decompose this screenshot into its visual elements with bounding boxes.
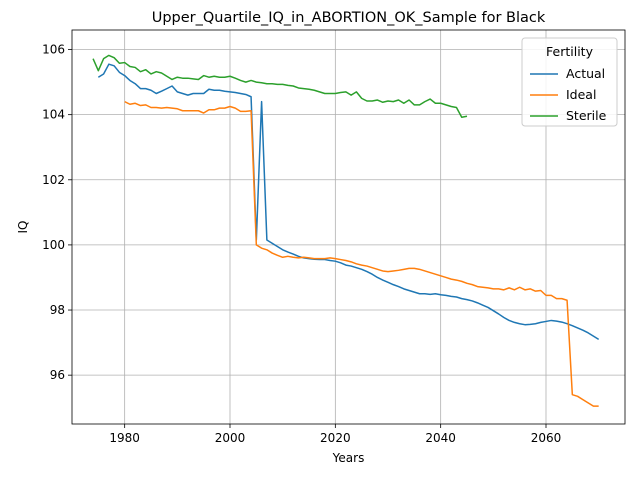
y-tick-label: 106 bbox=[42, 43, 65, 57]
legend-box bbox=[521, 37, 618, 127]
chart-title: Upper_Quartile_IQ_in_ABORTION_OK_Sample … bbox=[152, 10, 546, 26]
legend: Fertility Actual Ideal Sterile bbox=[521, 37, 618, 127]
y-tick-label: 96 bbox=[50, 368, 65, 382]
x-tick-label: 2020 bbox=[320, 431, 351, 445]
series-line-ideal bbox=[124, 100, 599, 407]
legend-items: Actual Ideal Sterile bbox=[530, 66, 607, 123]
legend-label-ideal: Ideal bbox=[566, 87, 596, 102]
plot-frame bbox=[71, 29, 626, 425]
y-tick-label: 100 bbox=[42, 238, 65, 252]
legend-label-actual: Actual bbox=[566, 66, 605, 81]
x-axis-label: Years bbox=[332, 451, 365, 465]
y-tick-label: 102 bbox=[42, 173, 65, 187]
legend-label-sterile: Sterile bbox=[566, 108, 607, 123]
series-line-sterile bbox=[92, 54, 468, 119]
axis-ticks: 1980 2000 2020 2040 2060 96 98 100 102 104 106 bbox=[42, 43, 561, 445]
y-axis-label: IQ bbox=[16, 221, 30, 234]
legend-title: Fertility bbox=[546, 44, 594, 59]
y-tick-label: 104 bbox=[42, 108, 65, 122]
x-tick-label: 2060 bbox=[531, 431, 562, 445]
x-tick-label: 2040 bbox=[425, 431, 456, 445]
series-layer bbox=[92, 54, 600, 407]
x-tick-label: 2000 bbox=[215, 431, 246, 445]
y-tick-label: 98 bbox=[50, 303, 65, 317]
series-line-actual bbox=[97, 63, 600, 340]
x-tick-label: 1980 bbox=[109, 431, 140, 445]
